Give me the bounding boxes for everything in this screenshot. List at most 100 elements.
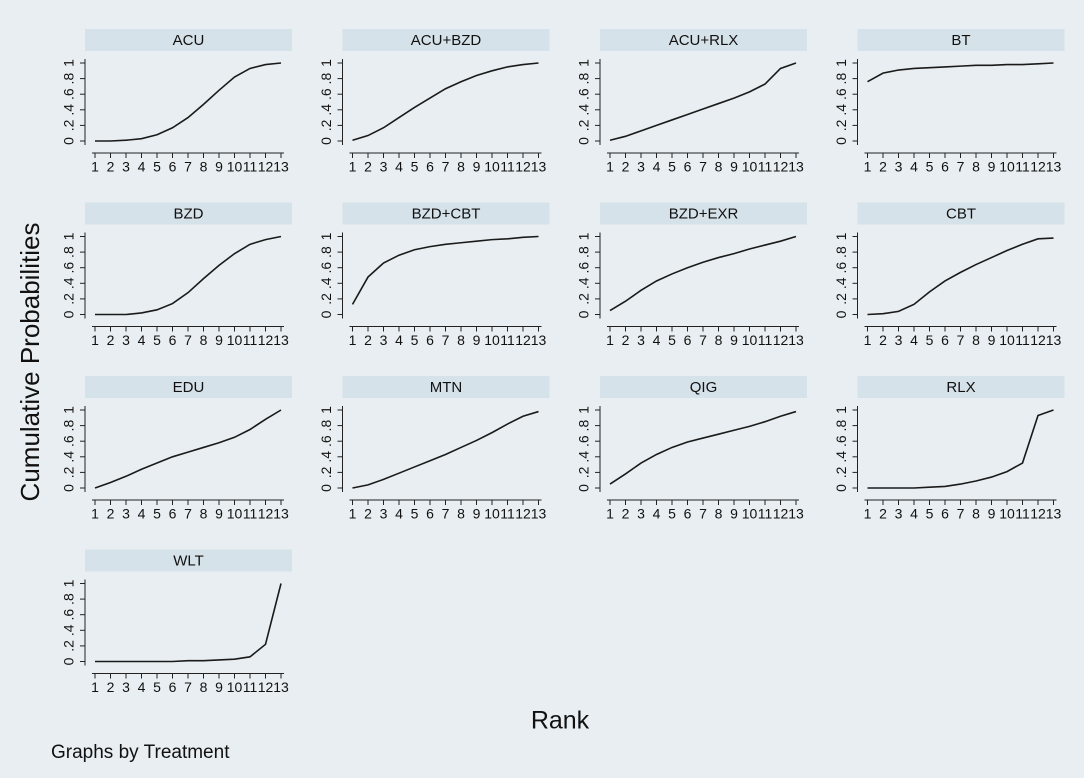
y-tick-label: 1 [61, 406, 77, 414]
x-tick-label: 6 [426, 506, 434, 522]
x-tick-label: 10 [484, 506, 500, 522]
y-tick-label: .4 [61, 277, 77, 289]
line [352, 62, 539, 141]
y-tick-label: 0 [61, 484, 77, 492]
x-tick-label: 2 [622, 506, 630, 522]
y-tick-label: .2 [833, 466, 849, 478]
x-tick-label: 2 [622, 159, 630, 175]
y-tick-label: 1 [318, 232, 334, 240]
x-tick-label: 9 [730, 332, 738, 348]
y-tick-label: .8 [61, 246, 77, 258]
x-tick-label: 7 [442, 159, 450, 175]
panel-header [85, 202, 292, 225]
y-tick-label: .8 [61, 420, 77, 432]
y-tick-label: 1 [61, 579, 77, 587]
y-tick-label: 1 [833, 406, 849, 414]
x-tick-label: 2 [879, 506, 887, 522]
x-tick-label: 13 [273, 159, 289, 175]
x-tick-label: 12 [1030, 159, 1046, 175]
x-tick-label: 10 [484, 159, 500, 175]
y-tick-label: .2 [576, 119, 592, 131]
line [352, 410, 539, 489]
x-tick-label: 13 [788, 506, 804, 522]
y-tick-label: .6 [61, 88, 77, 100]
panel-header [342, 376, 550, 398]
x-tick-label: 12 [773, 506, 789, 522]
x-tick-label: 3 [122, 159, 130, 175]
panel-title: BZD+CBT [412, 205, 481, 222]
x-tick-label: 10 [742, 506, 758, 522]
x-tick-label: 5 [411, 506, 419, 522]
line [609, 235, 797, 312]
x-tick-label: 13 [1046, 159, 1062, 175]
y-tick-label: .8 [61, 593, 77, 605]
x-tick-label: 13 [531, 506, 547, 522]
panel-title: ACU+BZD [411, 32, 482, 49]
panel-title: CBT [946, 205, 976, 222]
x-tick-label: 5 [926, 159, 934, 175]
y-tick-label: 0 [61, 310, 77, 318]
x-tick-label: 3 [895, 332, 903, 348]
y-tick-label: 0 [61, 657, 77, 665]
x-tick-label: 1 [91, 159, 99, 175]
y-tick-label: .8 [318, 73, 334, 85]
y-tick-label: 0 [576, 310, 592, 318]
line [95, 62, 282, 142]
x-tick-label: 8 [715, 159, 723, 175]
x-tick-label: 12 [1030, 332, 1046, 348]
x-tick-label: 4 [138, 679, 146, 695]
x-tick-label: 12 [258, 332, 274, 348]
y-tick-label: 1 [61, 232, 77, 240]
y-tick-label: .4 [318, 104, 334, 116]
y-tick-label: .8 [318, 420, 334, 432]
x-tick-label: 11 [1015, 159, 1030, 175]
x-tick-label: 3 [637, 506, 645, 522]
x-tick-label: 12 [258, 506, 274, 522]
x-tick-label: 2 [364, 159, 372, 175]
x-tick-label: 5 [153, 332, 161, 348]
x-tick-label: 12 [258, 159, 274, 175]
x-tick-label: 8 [972, 332, 980, 348]
x-tick-label: 5 [668, 506, 676, 522]
x-tick-label: 9 [215, 679, 223, 695]
x-tick-label: 6 [684, 506, 692, 522]
panel-title: QIG [690, 379, 718, 396]
y-tick-label: .2 [833, 119, 849, 131]
panel-title: ACU [173, 32, 205, 49]
y-tick-label: 1 [576, 59, 592, 67]
line [867, 62, 1054, 83]
x-tick-label: 12 [515, 159, 531, 175]
y-tick-label: .6 [833, 435, 849, 447]
x-tick-label: 3 [380, 506, 388, 522]
y-tick-label: 1 [318, 59, 334, 67]
x-tick-label: 8 [457, 159, 465, 175]
x-tick-label: 7 [957, 159, 965, 175]
x-tick-label: 11 [758, 159, 773, 175]
x-tick-label: 10 [742, 159, 758, 175]
x-tick-label: 5 [153, 679, 161, 695]
x-tick-label: 13 [1046, 332, 1062, 348]
y-tick-label: 1 [576, 232, 592, 240]
x-tick-label: 4 [395, 159, 403, 175]
x-tick-label: 9 [730, 506, 738, 522]
y-tick-label: .2 [318, 466, 334, 478]
x-tick-label: 4 [653, 159, 661, 175]
y-tick-label: .4 [61, 451, 77, 463]
x-tick-label: 9 [473, 332, 481, 348]
line [351, 235, 539, 305]
panel-title: BZD+EXR [669, 205, 739, 222]
y-tick-label: .6 [576, 262, 592, 274]
y-tick-label: .6 [576, 88, 592, 100]
line [609, 62, 797, 141]
x-tick-label: 9 [473, 159, 481, 175]
y-tick-label: 1 [318, 406, 334, 414]
x-tick-label: 10 [484, 332, 500, 348]
y-tick-label: .2 [318, 119, 334, 131]
y-tick-label: .8 [833, 73, 849, 85]
y-tick-label: .8 [833, 246, 849, 258]
x-tick-label: 7 [699, 506, 707, 522]
x-tick-label: 11 [500, 332, 515, 348]
x-tick-label: 8 [715, 332, 723, 348]
panel-header [600, 29, 807, 51]
y-tick-label: .2 [61, 119, 77, 131]
